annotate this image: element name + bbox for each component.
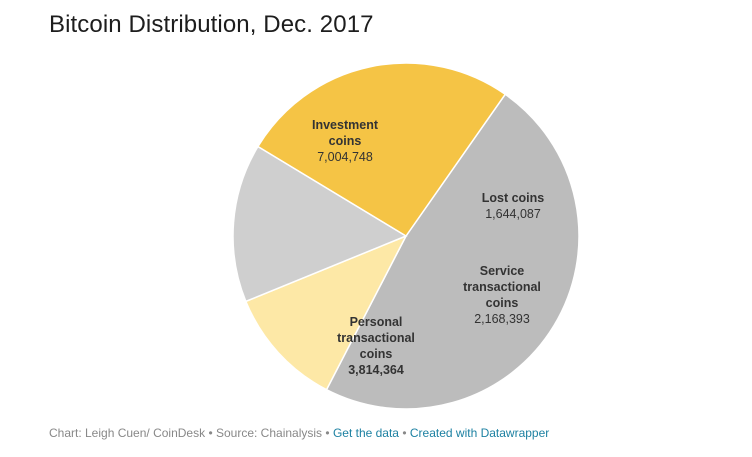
pie-slice (256, 62, 507, 238)
slice-label: Personal (350, 315, 403, 329)
footer-separator: • (402, 426, 407, 440)
slice-label: coins (329, 134, 362, 148)
slice-value-label: 3,814,364 (348, 363, 404, 377)
pie-labels: Investment coins 7,004,748 Lost coins 1,644,… (312, 118, 544, 377)
footer-source: Source: Chainalysis (215, 426, 323, 440)
slice-label: transactional (337, 331, 415, 345)
created-with-datawrapper-link[interactable]: Created with Datawrapper (409, 426, 550, 440)
slice-value-label: 2,168,393 (474, 312, 530, 326)
slice-label: transactional (463, 280, 541, 294)
footer-separator: • (208, 426, 213, 440)
slice-label: Investment (312, 118, 379, 132)
footer-credit: Chart: Leigh Cuen/ CoinDesk (49, 426, 206, 440)
chart-title: Bitcoin Distribution, Dec. 2017 (49, 11, 374, 38)
slice-value-label: 7,004,748 (317, 150, 373, 164)
slice-label: coins (360, 347, 393, 361)
pie-slice (244, 234, 408, 391)
pie-slice (325, 93, 580, 410)
slice-label: coins (486, 296, 519, 310)
footer-separator: • (325, 426, 330, 440)
slice-label: Lost coins (482, 191, 545, 205)
pie-slice (232, 145, 408, 303)
slice-label: Service (480, 264, 525, 278)
slice-value-label: 1,644,087 (485, 207, 541, 221)
get-the-data-link[interactable]: Get the data (332, 426, 399, 440)
chart-footer: Chart: Leigh Cuen/ CoinDesk • Source: Ch… (49, 426, 549, 440)
pie-slices (232, 62, 580, 410)
